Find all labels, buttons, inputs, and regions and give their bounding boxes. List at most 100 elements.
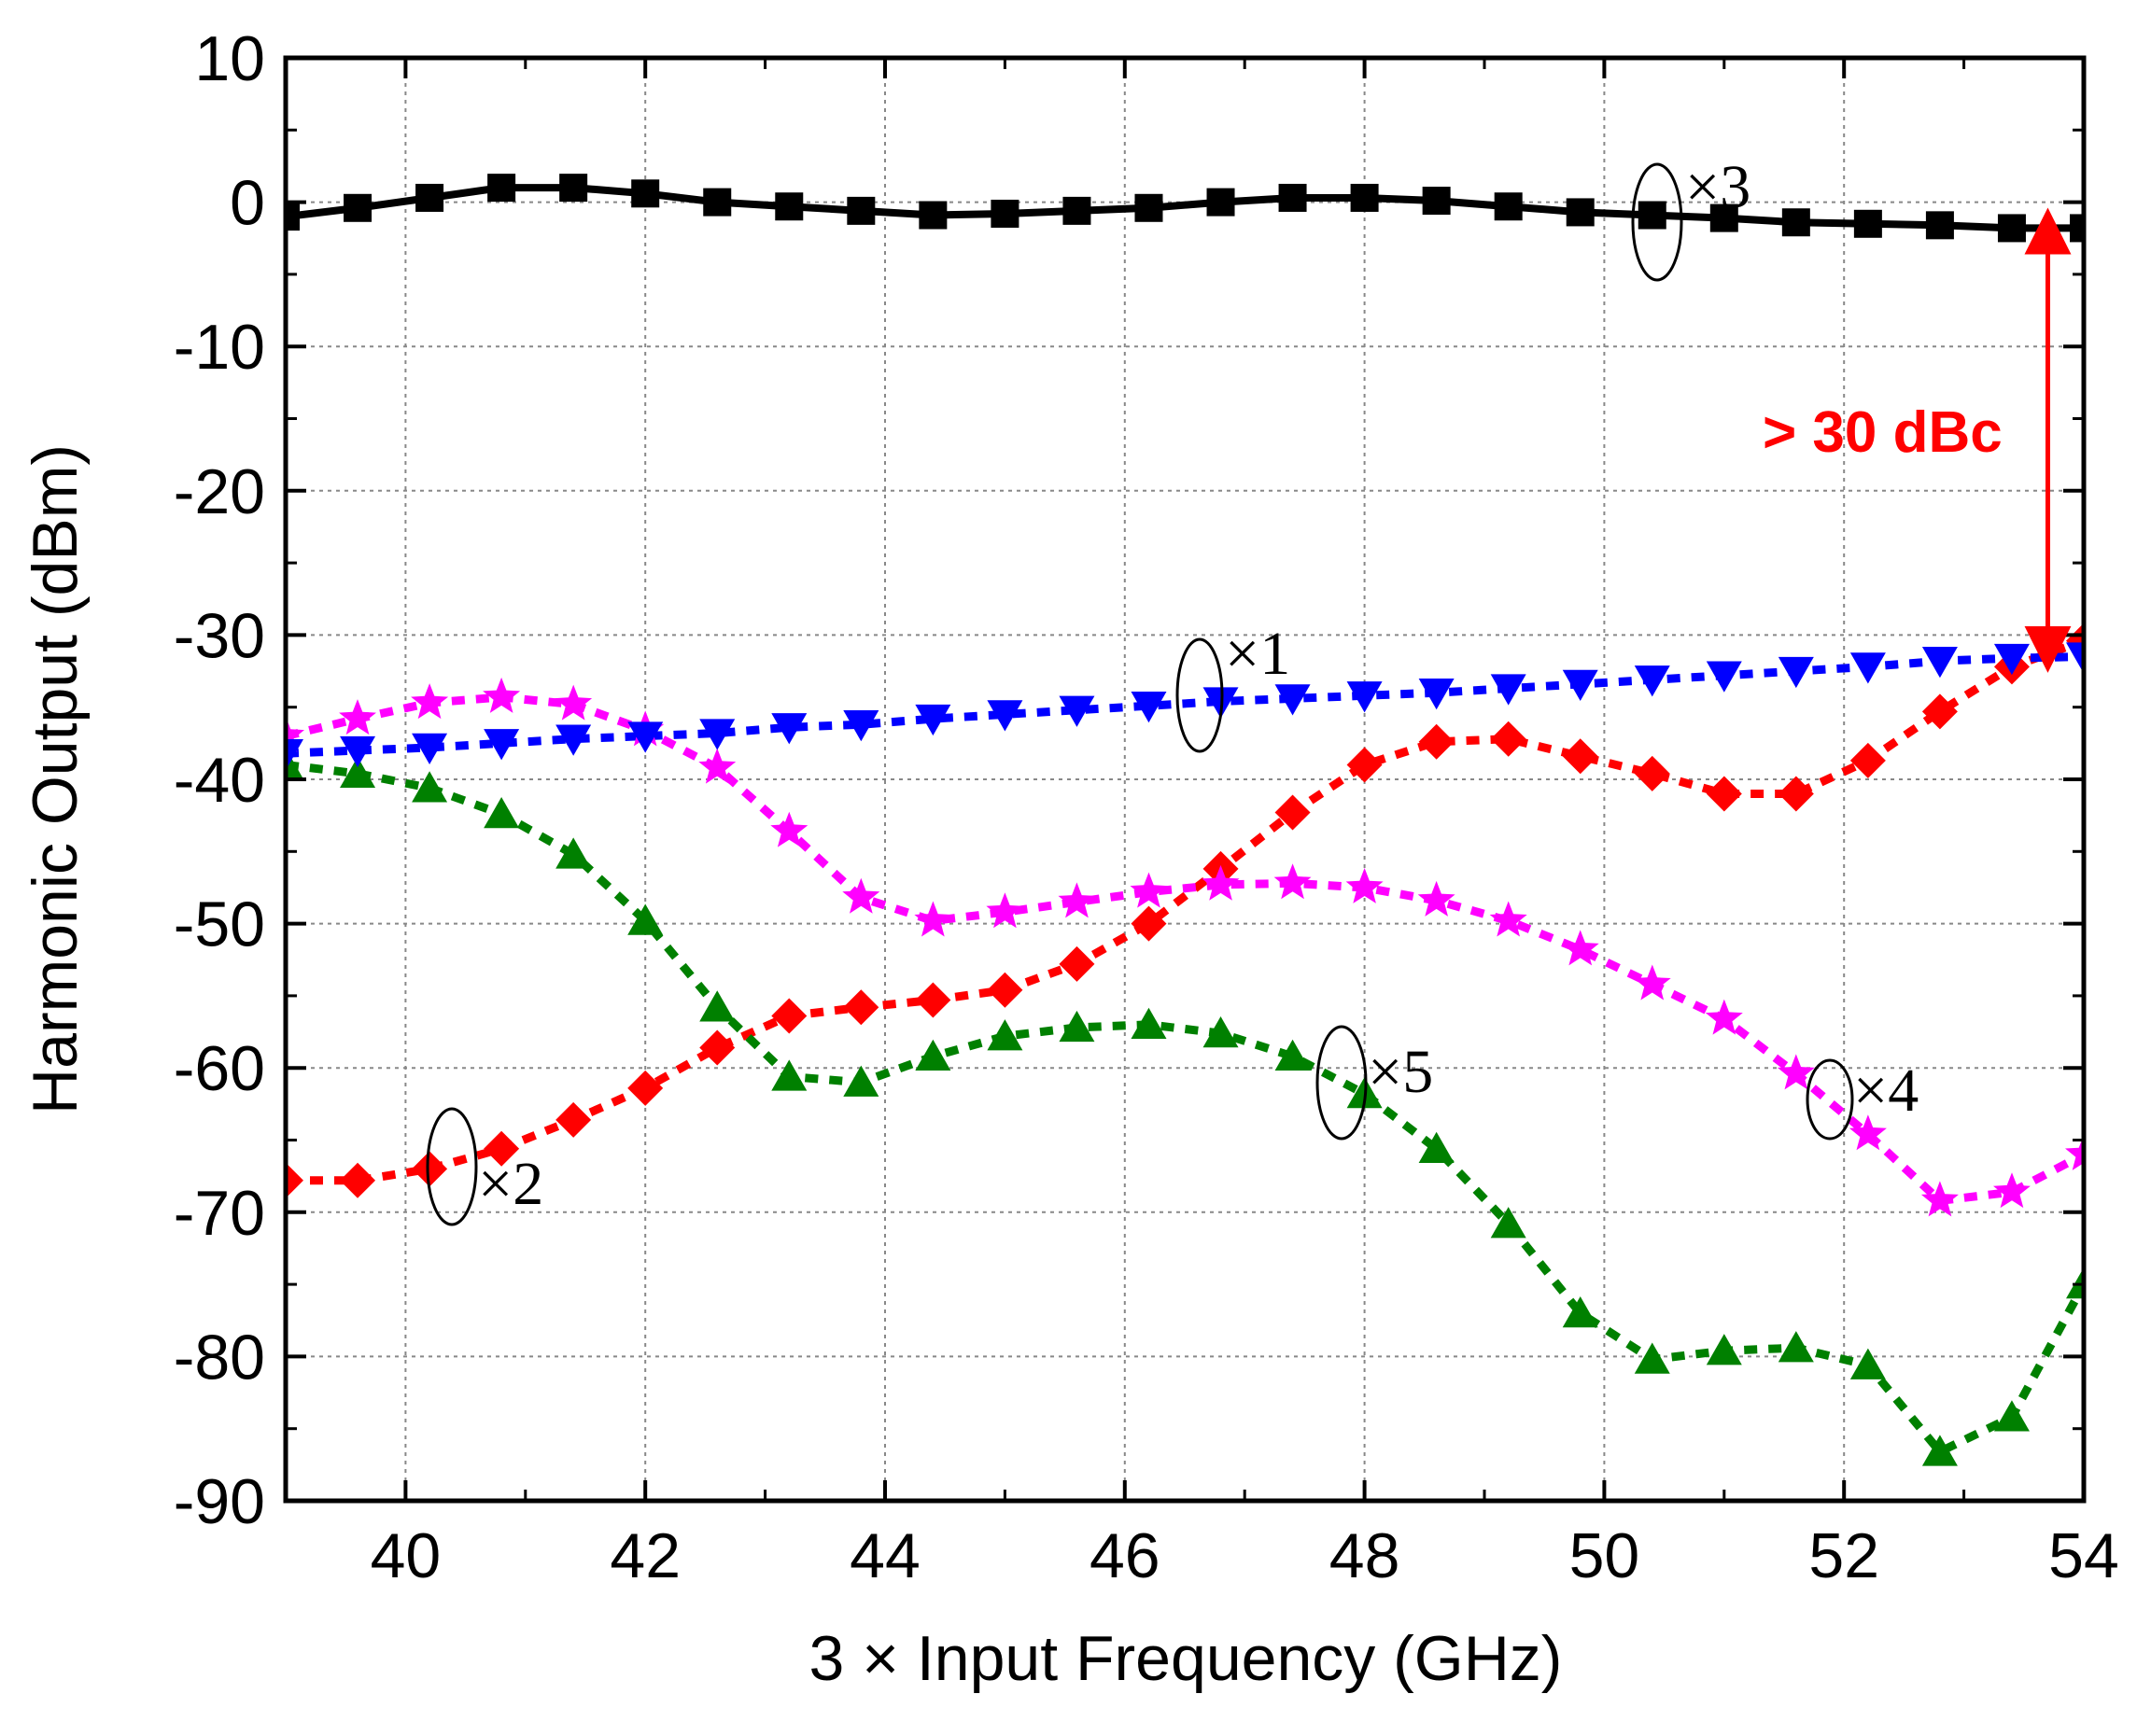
data-point-x2 xyxy=(1778,776,1814,812)
data-point-x5 xyxy=(1634,1342,1670,1374)
x-tick-label: 44 xyxy=(850,1520,921,1591)
data-point-x3 xyxy=(703,188,732,217)
data-point-x4 xyxy=(986,892,1024,929)
axis-ticks xyxy=(284,56,2086,1503)
series-markers xyxy=(286,174,2084,1466)
data-point-x3 xyxy=(1062,196,1091,225)
data-point-x4 xyxy=(1920,1181,1959,1217)
x1-tag-ellipse xyxy=(1175,637,1224,753)
y-tick-label: 0 xyxy=(230,168,265,239)
data-point-x5 xyxy=(1418,1131,1455,1163)
data-point-x5 xyxy=(1490,1207,1526,1239)
data-point-x3 xyxy=(1494,192,1523,221)
data-point-x1 xyxy=(1274,684,1311,716)
data-point-x3 xyxy=(991,199,1019,228)
data-point-x5 xyxy=(1706,1334,1742,1365)
data-point-x4 xyxy=(1849,1114,1887,1151)
data-point-x4 xyxy=(1130,872,1168,908)
data-point-x2 xyxy=(1634,755,1670,791)
data-point-x3 xyxy=(1925,211,1954,240)
y-tick-label: 10 xyxy=(194,23,265,94)
data-point-x4 xyxy=(1273,863,1312,900)
x-tick-label: 50 xyxy=(1569,1520,1640,1591)
y-axis-title: Harmonic Output (dBm) xyxy=(20,444,91,1114)
data-point-x1 xyxy=(1921,647,1958,679)
data-point-x4 xyxy=(770,811,808,847)
data-point-x1 xyxy=(1131,691,1167,723)
data-point-x2 xyxy=(340,1162,376,1198)
data-point-x5 xyxy=(1131,1007,1167,1040)
y-tick-label: -80 xyxy=(174,1322,265,1393)
data-point-x2 xyxy=(987,972,1023,1008)
data-point-x3 xyxy=(2070,214,2084,243)
data-point-x4 xyxy=(1777,1054,1815,1090)
data-point-x4 xyxy=(1489,901,1527,937)
data-point-x4 xyxy=(698,748,737,784)
data-point-x1 xyxy=(915,704,951,736)
x5-tag-ellipse xyxy=(1315,1025,1368,1141)
series-line-x4 xyxy=(286,693,2084,1205)
y-tick-label: -60 xyxy=(174,1033,265,1104)
data-point-x3 xyxy=(286,203,300,231)
y-tick-label: -90 xyxy=(174,1466,265,1537)
data-point-x5 xyxy=(412,771,448,803)
series-lines xyxy=(286,184,2084,1456)
data-point-x5 xyxy=(771,1059,808,1091)
data-point-x1 xyxy=(1634,665,1670,697)
x-tick-label: 52 xyxy=(1808,1520,1879,1591)
tick-labels: 40 42 44 46 48 50 52 54 10 0 -10 -20 -30 -40 -50 -60 -70… xyxy=(174,23,2119,1591)
data-point-x2 xyxy=(1490,721,1526,757)
series-line-x2 xyxy=(286,637,2084,1185)
data-point-x2 xyxy=(484,1130,520,1167)
x-axis-title: 3 × Input Frequency (GHz) xyxy=(809,1623,1563,1694)
data-point-x1 xyxy=(627,721,664,753)
data-point-x4 xyxy=(842,877,880,914)
data-point-x2 xyxy=(627,1070,664,1106)
data-point-x1 xyxy=(286,738,303,771)
y-tick-label: -70 xyxy=(174,1178,265,1249)
data-point-x3 xyxy=(415,183,444,212)
data-point-x1 xyxy=(555,724,592,756)
data-point-x5 xyxy=(843,1065,879,1097)
data-point-x3 xyxy=(1350,183,1379,212)
data-point-x1 xyxy=(771,713,808,745)
data-point-x1 xyxy=(843,710,879,742)
data-point-x4 xyxy=(1058,882,1096,918)
x5-tag-label: ×5 xyxy=(1368,1038,1433,1106)
data-point-x4 xyxy=(2065,1135,2084,1170)
data-point-x1 xyxy=(484,729,520,761)
data-point-x5 xyxy=(1993,1400,2030,1432)
data-point-x2 xyxy=(1418,723,1455,760)
data-point-x4 xyxy=(1202,864,1240,901)
x3-tag-label: ×3 xyxy=(1685,153,1750,221)
series-line-x3 xyxy=(286,184,2084,232)
data-point-x3 xyxy=(1278,183,1307,212)
data-point-x1 xyxy=(1418,679,1455,710)
data-point-x1 xyxy=(1490,674,1526,706)
data-point-x3 xyxy=(1422,187,1451,216)
data-point-x2 xyxy=(412,1151,448,1187)
data-point-x3 xyxy=(1134,193,1163,222)
data-point-x4 xyxy=(1705,999,1743,1035)
data-point-x4 xyxy=(1417,880,1455,917)
data-point-x2 xyxy=(699,1029,736,1066)
data-point-x3 xyxy=(1853,209,1882,238)
data-point-x1 xyxy=(1849,652,1886,684)
data-point-x3 xyxy=(1997,214,2026,243)
y-tick-label: -10 xyxy=(174,312,265,383)
data-point-x5 xyxy=(1921,1435,1958,1466)
data-point-x1 xyxy=(1778,656,1814,689)
y-tick-label: -40 xyxy=(174,745,265,816)
data-point-x3 xyxy=(1206,188,1235,217)
series-tags: ×1 ×2 ×3 ×4 ×5 xyxy=(426,153,1919,1226)
data-point-x5 xyxy=(627,903,664,935)
data-point-x2 xyxy=(1562,738,1598,775)
data-point-x3 xyxy=(1781,208,1810,237)
data-point-x5 xyxy=(987,1019,1023,1051)
x2-tag-label: ×2 xyxy=(478,1150,543,1218)
data-point-x2 xyxy=(915,982,951,1018)
data-point-x4 xyxy=(1993,1172,2031,1209)
data-point-x5 xyxy=(1778,1331,1814,1363)
